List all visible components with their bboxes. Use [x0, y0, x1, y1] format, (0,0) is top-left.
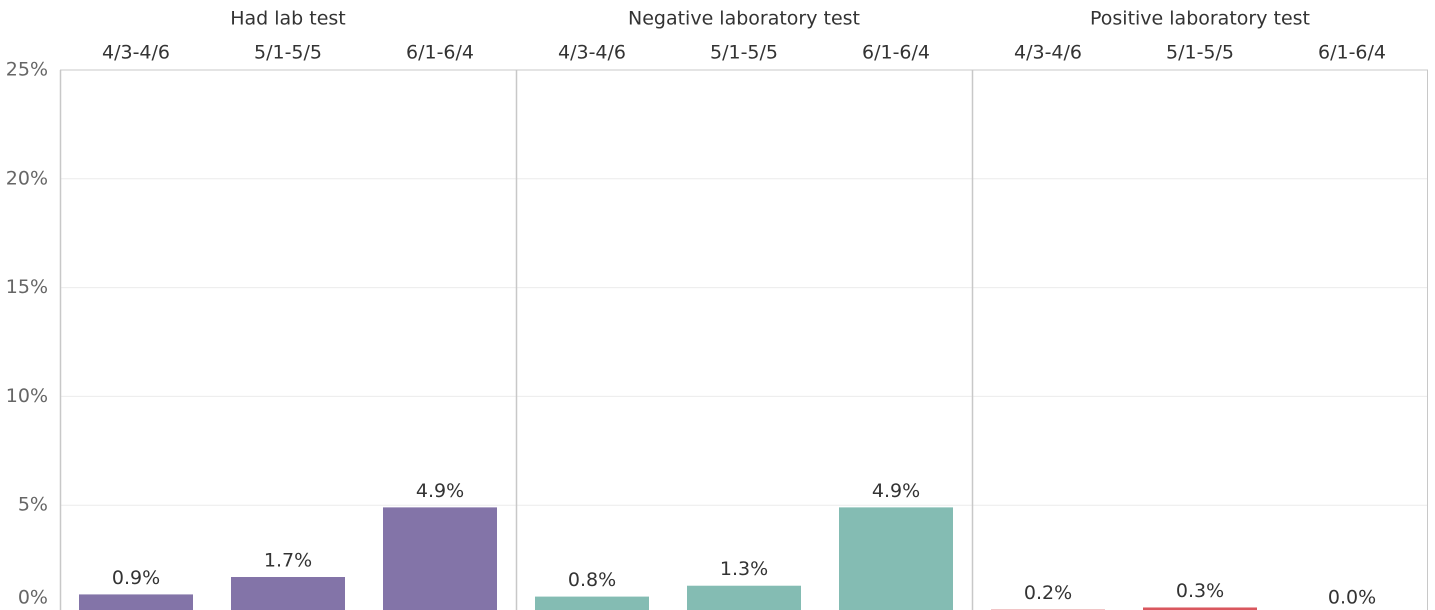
panel-title: Negative laboratory test: [628, 8, 860, 30]
y-tick-label: 20%: [6, 167, 48, 189]
bar: [687, 585, 801, 610]
bar: [839, 507, 953, 610]
panel-title: Had lab test: [230, 8, 346, 30]
value-label: 0.9%: [112, 567, 160, 589]
y-tick-label: 15%: [6, 276, 48, 298]
value-label: 0.0%: [1328, 587, 1376, 609]
bar: [383, 507, 497, 610]
x-tick-label: 4/3-4/6: [1014, 42, 1082, 64]
x-tick-label: 5/1-5/5: [254, 42, 322, 64]
y-tick-label: 0%: [18, 587, 48, 609]
value-label: 1.7%: [264, 550, 312, 572]
x-tick-label: 5/1-5/5: [1166, 42, 1234, 64]
value-label: 0.2%: [1024, 582, 1072, 604]
bar: [231, 577, 345, 610]
value-label: 0.8%: [568, 569, 616, 591]
value-label: 0.3%: [1176, 580, 1224, 602]
x-tick-label: 6/1-6/4: [1318, 42, 1386, 64]
panel-title: Positive laboratory test: [1090, 8, 1310, 30]
y-tick-label: 10%: [6, 385, 48, 407]
value-label: 4.9%: [416, 480, 464, 502]
y-tick-label: 5%: [18, 494, 48, 516]
x-tick-label: 5/1-5/5: [710, 42, 778, 64]
x-tick-label: 6/1-6/4: [862, 42, 930, 64]
bar: [79, 594, 193, 610]
x-tick-label: 4/3-4/6: [558, 42, 626, 64]
bar: [535, 596, 649, 610]
y-tick-label: 25%: [6, 59, 48, 81]
bar: [1143, 607, 1257, 610]
x-tick-label: 6/1-6/4: [406, 42, 474, 64]
value-label: 1.3%: [720, 558, 768, 580]
value-label: 4.9%: [872, 480, 920, 502]
x-tick-label: 4/3-4/6: [102, 42, 170, 64]
